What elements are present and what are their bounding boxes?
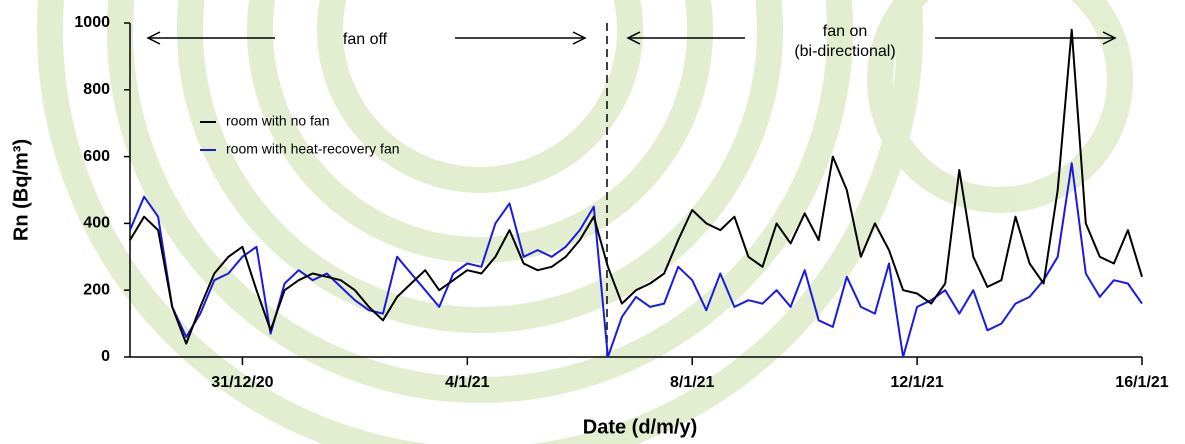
y-axis-label: Rn (Bq/m³) (10, 139, 32, 241)
x-axis-label: Date (d/m/y) (583, 416, 697, 438)
annotation: fan off (343, 31, 388, 48)
legend-label: room with heat-recovery fan (226, 141, 400, 157)
y-tick-label: 1000 (74, 14, 110, 31)
chart: fan off fan on (bi-directional) Date (d/… (0, 0, 1185, 444)
y-tick-label: 0 (101, 348, 110, 365)
x-tick-label: 16/1/21 (1115, 374, 1168, 391)
y-tick-label: 800 (83, 81, 110, 98)
y-tick-label: 600 (83, 148, 110, 165)
annotation: (bi-directional) (794, 43, 895, 60)
y-tick-label: 200 (83, 281, 110, 298)
x-tick-label: 31/12/20 (211, 374, 273, 391)
y-tick-label: 400 (83, 215, 110, 232)
x-tick-label: 4/1/21 (445, 374, 490, 391)
x-tick-label: 8/1/21 (670, 374, 715, 391)
x-tick-label: 12/1/21 (890, 374, 943, 391)
annotation: fan on (823, 23, 867, 40)
legend-label: room with no fan (226, 113, 330, 129)
